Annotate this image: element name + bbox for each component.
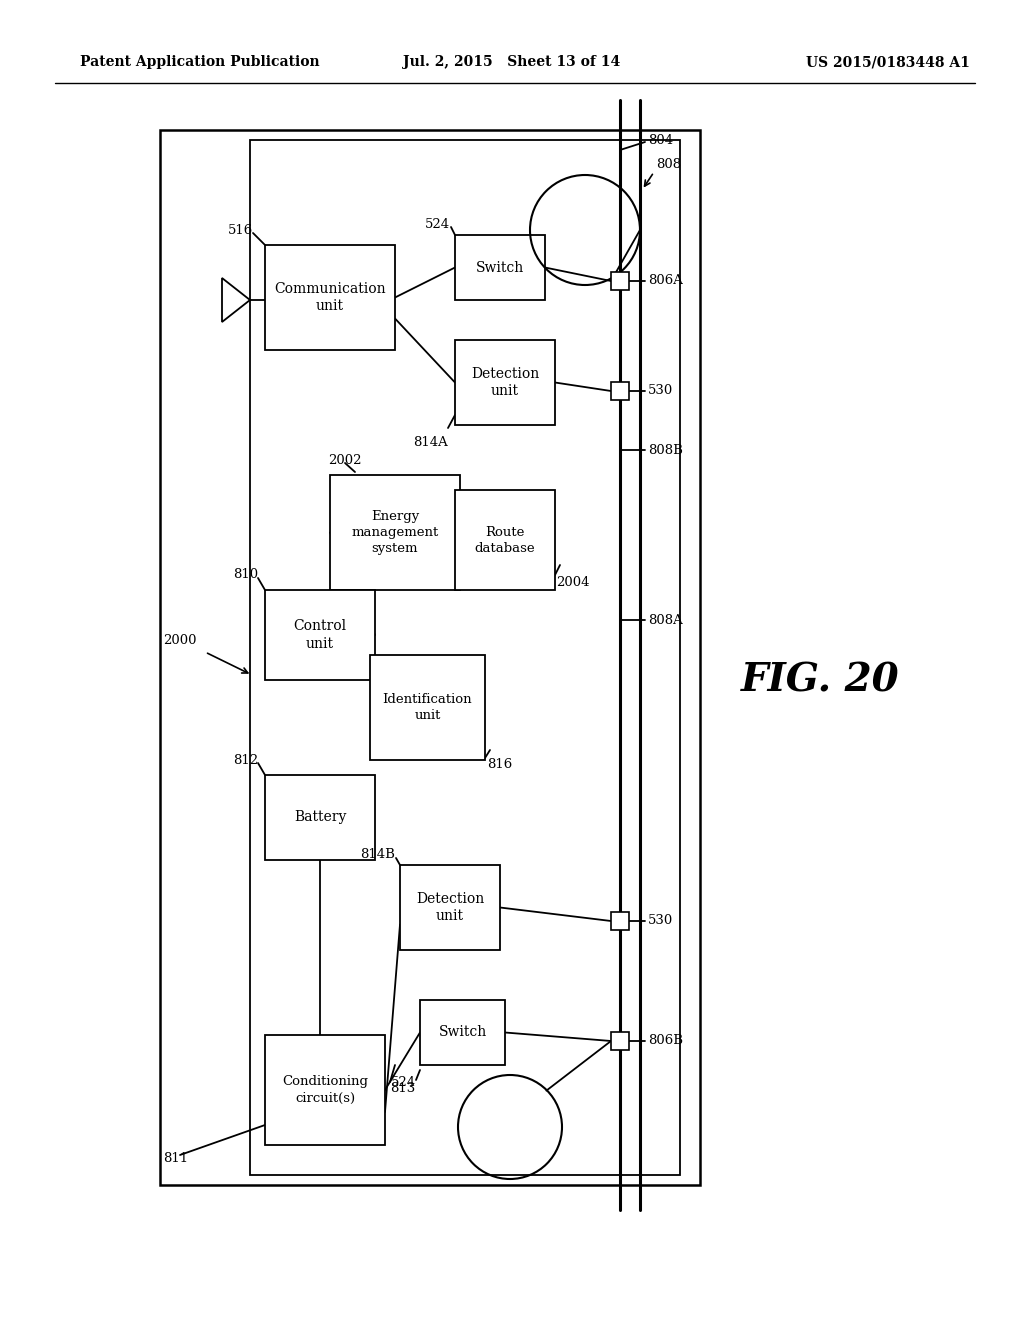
Text: 530: 530 — [648, 913, 673, 927]
FancyBboxPatch shape — [265, 1035, 385, 1144]
Text: Switch: Switch — [476, 260, 524, 275]
Text: 808A: 808A — [648, 614, 683, 627]
FancyBboxPatch shape — [400, 865, 500, 950]
Text: Detection
unit: Detection unit — [416, 892, 484, 923]
Text: Conditioning
circuit(s): Conditioning circuit(s) — [282, 1076, 368, 1105]
FancyBboxPatch shape — [455, 490, 555, 590]
Text: 806A: 806A — [648, 273, 683, 286]
Text: Control
unit: Control unit — [294, 619, 346, 651]
Text: 816: 816 — [487, 759, 512, 771]
FancyBboxPatch shape — [250, 140, 680, 1175]
Text: 524: 524 — [425, 219, 450, 231]
FancyBboxPatch shape — [265, 775, 375, 861]
FancyBboxPatch shape — [611, 381, 629, 400]
Text: 808B: 808B — [648, 444, 683, 457]
Text: Energy
management
system: Energy management system — [351, 510, 438, 554]
Text: Identification
unit: Identification unit — [383, 693, 472, 722]
Text: Patent Application Publication: Patent Application Publication — [80, 55, 319, 69]
Text: 810: 810 — [232, 569, 258, 582]
Text: US 2015/0183448 A1: US 2015/0183448 A1 — [806, 55, 970, 69]
Text: Communication
unit: Communication unit — [274, 282, 386, 313]
Text: 808: 808 — [656, 158, 681, 172]
FancyBboxPatch shape — [265, 590, 375, 680]
Text: 812: 812 — [232, 754, 258, 767]
FancyBboxPatch shape — [420, 1001, 505, 1065]
Text: Switch: Switch — [438, 1026, 486, 1040]
Text: Battery: Battery — [294, 810, 346, 825]
Text: 516: 516 — [227, 223, 253, 236]
Text: 2000: 2000 — [163, 634, 197, 647]
FancyBboxPatch shape — [611, 1032, 629, 1049]
FancyBboxPatch shape — [330, 475, 460, 590]
Text: 2002: 2002 — [328, 454, 361, 466]
Text: 530: 530 — [648, 384, 673, 396]
FancyBboxPatch shape — [265, 246, 395, 350]
FancyBboxPatch shape — [455, 235, 545, 300]
Text: 814A: 814A — [413, 436, 447, 449]
FancyBboxPatch shape — [160, 129, 700, 1185]
FancyBboxPatch shape — [611, 912, 629, 931]
Text: 804: 804 — [648, 133, 673, 147]
FancyBboxPatch shape — [455, 341, 555, 425]
Text: Jul. 2, 2015   Sheet 13 of 14: Jul. 2, 2015 Sheet 13 of 14 — [403, 55, 621, 69]
Text: 2004: 2004 — [556, 576, 590, 589]
Text: 811: 811 — [163, 1151, 188, 1164]
FancyBboxPatch shape — [370, 655, 485, 760]
Text: Route
database: Route database — [475, 525, 536, 554]
Text: 814B: 814B — [360, 849, 395, 862]
Text: 806B: 806B — [648, 1034, 683, 1047]
FancyBboxPatch shape — [611, 272, 629, 290]
Text: 524: 524 — [391, 1077, 416, 1089]
Text: Detection
unit: Detection unit — [471, 367, 539, 399]
Text: 813: 813 — [390, 1081, 416, 1094]
Text: FIG. 20: FIG. 20 — [740, 661, 899, 700]
